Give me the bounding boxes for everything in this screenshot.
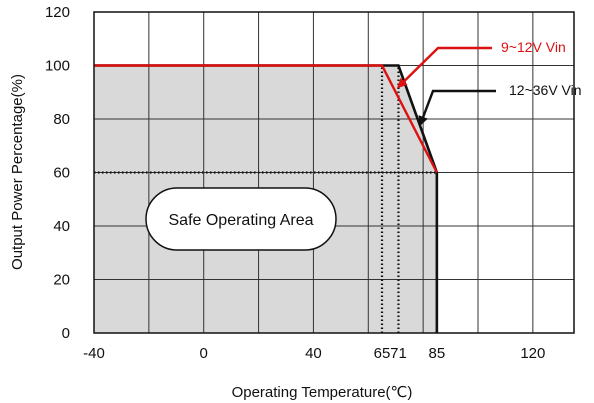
y-tick-label: 100 [45, 58, 70, 75]
annotations: 9~12V Vin 12~36V Vin [397, 39, 582, 127]
y-axis-label: Output Power Percentage(%) [9, 74, 26, 270]
annotation-9-12v-label: 9~12V Vin [501, 39, 566, 55]
y-tick-label: 40 [53, 218, 70, 235]
y-tick-label: 0 [62, 325, 70, 342]
y-tick-labels: 0 20 40 60 80 100 120 [45, 4, 70, 342]
annotation-12-36v-leader [418, 89, 496, 127]
x-axis-label: Operating Temperature(℃) [232, 384, 413, 401]
x-tick-label: 71 [390, 345, 407, 362]
x-tick-label: 40 [305, 345, 322, 362]
plot-frame [93, 11, 575, 334]
x-tick-label: 0 [200, 345, 208, 362]
series-line-9-12v [94, 64, 438, 174]
y-tick-label: 80 [53, 111, 70, 128]
x-tick-label: -40 [83, 345, 105, 362]
reference-lines [94, 65, 437, 333]
x-tick-label: 85 [429, 345, 446, 362]
series-lines [94, 64, 439, 333]
y-tick-label: 120 [45, 4, 70, 21]
safe-area-label-box: Safe Operating Area [145, 187, 337, 251]
safe-area-label: Safe Operating Area [169, 212, 314, 229]
annotation-12-36v-label: 12~36V Vin [509, 82, 582, 98]
x-tick-label: 65 [374, 345, 391, 362]
y-tick-label: 20 [53, 272, 70, 289]
y-tick-label: 60 [53, 165, 70, 182]
x-tick-labels: -40 0 40 65 71 85 120 [83, 345, 545, 362]
x-tick-label: 120 [520, 345, 545, 362]
safe-area-label-pill [145, 187, 337, 251]
annotation-9-12v-leader [397, 46, 492, 89]
